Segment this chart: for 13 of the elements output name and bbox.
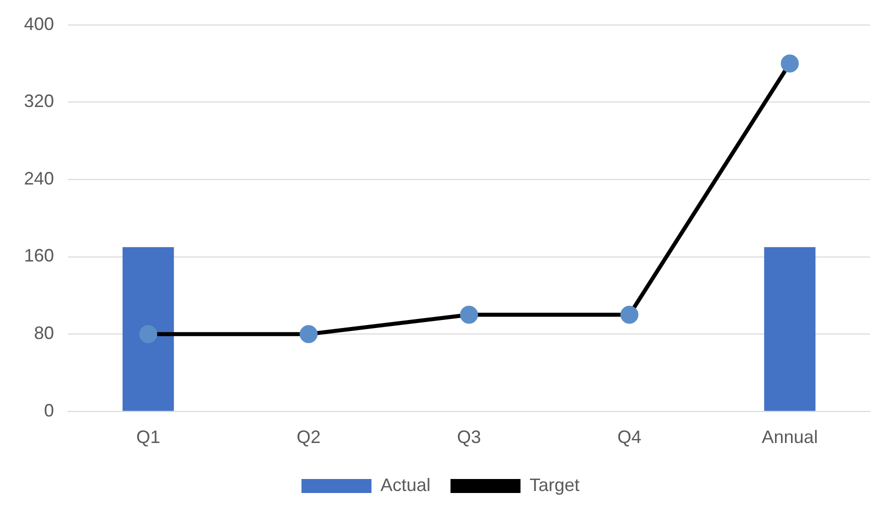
y-tick-label: 240 xyxy=(24,168,54,188)
y-tick-label: 80 xyxy=(34,323,54,344)
y-tick-label: 400 xyxy=(24,14,54,34)
x-tick-label: Q3 xyxy=(457,427,482,448)
y-tick-label: 320 xyxy=(24,91,54,112)
x-tick-label: Q1 xyxy=(136,427,160,448)
x-tick-label: Q4 xyxy=(617,427,642,448)
legend-label: Actual xyxy=(380,474,431,495)
x-tick-label: Q2 xyxy=(296,427,321,448)
y-tick-label: 160 xyxy=(24,246,54,266)
legend-label: Target xyxy=(530,474,580,495)
y-tick-label: 0 xyxy=(44,400,54,420)
x-tick-label: Annual xyxy=(762,427,818,448)
